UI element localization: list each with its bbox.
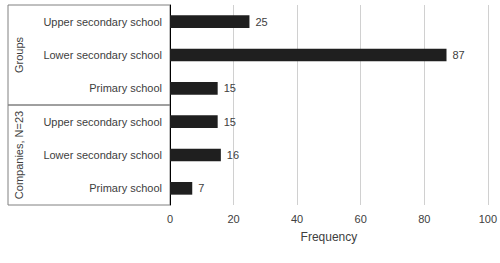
svg-text:80: 80 [418,213,430,225]
svg-text:15: 15 [224,116,236,128]
svg-text:25: 25 [255,16,267,28]
svg-text:7: 7 [198,182,204,194]
svg-text:Upper secondary school: Upper secondary school [43,116,162,128]
svg-text:20: 20 [227,213,239,225]
svg-text:Lower secondary school: Lower secondary school [43,49,162,61]
svg-text:15: 15 [224,82,236,94]
svg-text:16: 16 [227,149,239,161]
svg-text:100: 100 [479,213,497,225]
svg-text:Upper secondary school: Upper secondary school [43,16,162,28]
svg-text:Groups: Groups [13,36,25,73]
svg-text:87: 87 [453,49,465,61]
svg-text:Companies, N=23: Companies, N=23 [13,111,25,199]
svg-text:Lower secondary school: Lower secondary school [43,149,162,161]
svg-text:0: 0 [167,213,173,225]
svg-text:Primary school: Primary school [89,182,162,194]
svg-text:60: 60 [355,213,367,225]
svg-text:40: 40 [291,213,303,225]
svg-text:Frequency: Frequency [301,230,358,244]
svg-text:Primary school: Primary school [89,82,162,94]
